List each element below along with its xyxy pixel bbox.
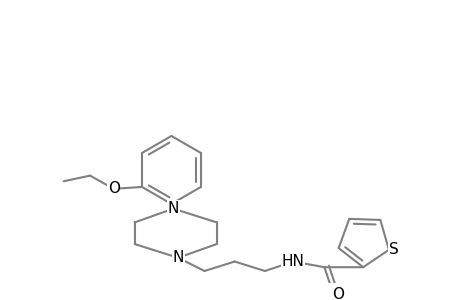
Text: HN: HN [281, 254, 304, 269]
Text: O: O [331, 287, 343, 300]
Text: O: O [107, 181, 119, 196]
Text: N: N [172, 250, 183, 265]
Text: N: N [167, 201, 179, 216]
Text: S: S [388, 242, 397, 257]
